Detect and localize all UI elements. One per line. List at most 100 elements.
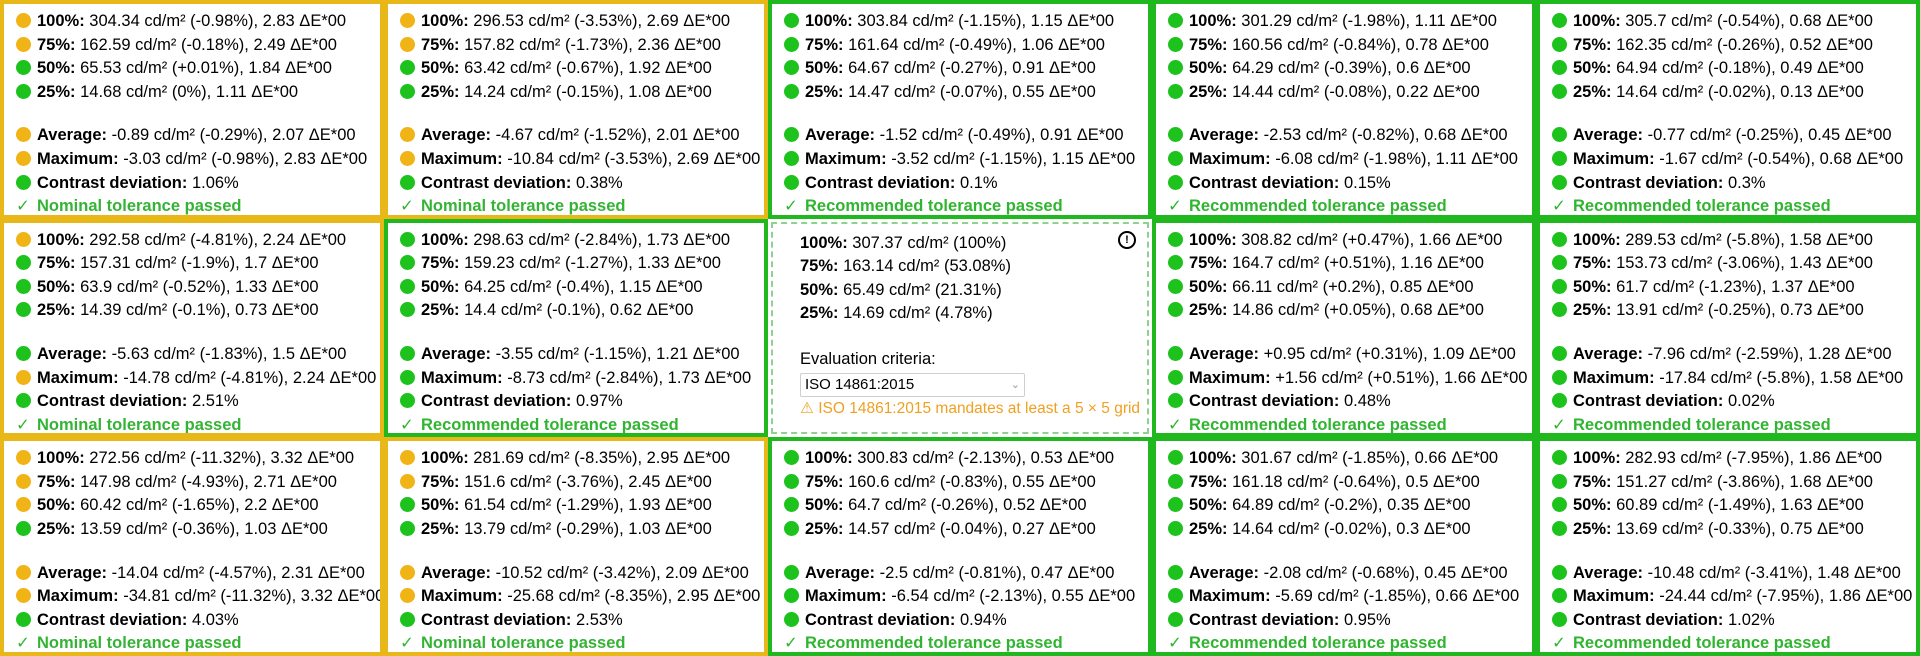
green-status-dot-icon	[1552, 369, 1567, 385]
measurement-label: 25%:	[37, 519, 76, 538]
tolerance-result-text: Nominal tolerance passed	[37, 634, 242, 653]
green-status-dot-icon	[1552, 36, 1567, 52]
measurement-label: 50%:	[805, 496, 844, 515]
measurement-value: -2.08 cd/m² (-0.68%), 0.45 ΔE*00	[1259, 563, 1508, 582]
green-status-dot-icon	[400, 369, 415, 385]
green-status-dot-icon	[1168, 345, 1183, 361]
measurement-row: Average: +0.95 cd/m² (+0.31%), 1.09 ΔE*0…	[1168, 343, 1532, 367]
measurement-row: 50%: 64.89 cd/m² (-0.2%), 0.35 ΔE*00	[1168, 494, 1532, 518]
measurement-value: 61.54 cd/m² (-1.29%), 1.93 ΔE*00	[459, 496, 712, 515]
tolerance-result-text: Recommended tolerance passed	[805, 197, 1063, 216]
green-status-dot-icon	[784, 520, 799, 536]
measurement-value: 308.82 cd/m² (+0.47%), 1.66 ΔE*00	[1236, 230, 1503, 249]
tolerance-result: ✓ Recommended tolerance passed	[1168, 632, 1532, 651]
reference-label: 100%:	[800, 233, 848, 252]
measurement-row: 75%: 164.7 cd/m² (+0.51%), 1.16 ΔE*00	[1168, 252, 1532, 276]
measurement-value: -10.52 cd/m² (-3.42%), 2.09 ΔE*00	[491, 563, 749, 582]
measurement-row: 75%: 161.64 cd/m² (-0.49%), 1.06 ΔE*00	[784, 34, 1148, 58]
check-icon: ✓	[1552, 415, 1566, 434]
measurement-value: 282.93 cd/m² (-7.95%), 1.86 ΔE*00	[1620, 449, 1883, 468]
tolerance-result: ✓ Recommended tolerance passed	[1168, 414, 1532, 433]
measurement-row: 50%: 63.9 cd/m² (-0.52%), 1.33 ΔE*00	[16, 276, 380, 300]
green-status-dot-icon	[16, 302, 31, 318]
yellow-status-dot-icon	[16, 36, 31, 52]
measurement-value: 14.39 cd/m² (-0.1%), 0.73 ΔE*00	[75, 301, 319, 320]
measurement-row: Maximum: -3.52 cd/m² (-1.15%), 1.15 ΔE*0…	[784, 148, 1148, 172]
measurement-label: Maximum:	[37, 149, 119, 168]
measurement-value: -10.84 cd/m² (-3.53%), 2.69 ΔE*00	[502, 149, 761, 168]
measurement-value: 296.53 cd/m² (-3.53%), 2.69 ΔE*00	[468, 12, 731, 30]
info-icon[interactable]: !	[1118, 230, 1136, 249]
measurement-value: 162.59 cd/m² (-0.18%), 2.49 ΔE*00	[75, 35, 337, 54]
measurement-row: 50%: 60.42 cd/m² (-1.65%), 2.2 ΔE*00	[16, 494, 380, 518]
yellow-status-dot-icon	[400, 450, 415, 466]
measurement-row: Maximum: -34.81 cd/m² (-11.32%), 3.32 ΔE…	[16, 585, 380, 609]
measurement-value: -0.77 cd/m² (-0.25%), 0.45 ΔE*00	[1643, 126, 1892, 145]
measurement-row: 50%: 61.7 cd/m² (-1.23%), 1.37 ΔE*00	[1552, 276, 1916, 300]
green-status-dot-icon	[1552, 60, 1567, 76]
measurement-value: 157.82 cd/m² (-1.73%), 2.36 ΔE*00	[459, 35, 721, 54]
measurement-label: Maximum:	[37, 587, 119, 606]
measurement-label: Contrast deviation:	[37, 392, 188, 411]
measurement-value: +1.56 cd/m² (+0.51%), 1.66 ΔE*00	[1270, 368, 1528, 387]
green-status-dot-icon	[1552, 345, 1567, 361]
measurement-row: Maximum: -5.69 cd/m² (-1.85%), 0.66 ΔE*0…	[1168, 585, 1532, 609]
measurement-value: -3.55 cd/m² (-1.15%), 1.21 ΔE*00	[491, 344, 740, 363]
measurement-cell: 100%: 308.82 cd/m² (+0.47%), 1.66 ΔE*00 7…	[1152, 218, 1536, 438]
measurement-label: 75%:	[37, 254, 76, 273]
green-status-dot-icon	[400, 231, 415, 247]
measurement-value: 0.1%	[955, 173, 998, 192]
check-icon: ✓	[400, 197, 414, 216]
measurement-row: 100%: 304.34 cd/m² (-0.98%), 2.83 ΔE*00	[16, 10, 380, 34]
measurement-value: -4.67 cd/m² (-1.52%), 2.01 ΔE*00	[491, 126, 740, 145]
green-status-dot-icon	[1168, 520, 1183, 536]
measurement-label: Contrast deviation:	[1189, 173, 1340, 192]
measurement-label: 75%:	[805, 472, 844, 491]
measurement-value: -5.63 cd/m² (-1.83%), 1.5 ΔE*00	[107, 344, 347, 363]
measurement-cell: 100%: 292.58 cd/m² (-4.81%), 2.24 ΔE*00 7…	[0, 218, 384, 438]
measurement-label: 25%:	[805, 82, 844, 101]
measurement-row: 25%: 14.86 cd/m² (+0.05%), 0.68 ΔE*00	[1168, 299, 1532, 323]
green-status-dot-icon	[784, 611, 799, 627]
evaluation-criteria-select[interactable]: ISO 14861:2015 ⌄	[800, 372, 1025, 397]
measurement-label: 50%:	[1573, 496, 1612, 515]
tolerance-result-text: Recommended tolerance passed	[1573, 634, 1831, 653]
green-status-dot-icon	[784, 127, 799, 143]
yellow-status-dot-icon	[400, 13, 415, 28]
green-status-dot-icon	[16, 174, 31, 190]
tolerance-result: ✓ Nominal tolerance passed	[400, 195, 764, 216]
green-status-dot-icon	[400, 345, 415, 361]
measurement-label: Maximum:	[37, 368, 119, 387]
measurement-value: 160.56 cd/m² (-0.84%), 0.78 ΔE*00	[1227, 35, 1489, 54]
measurement-row: Average: -2.08 cd/m² (-0.68%), 0.45 ΔE*0…	[1168, 562, 1532, 586]
measurement-row: Contrast deviation: 1.02%	[1552, 609, 1916, 633]
green-status-dot-icon	[1168, 278, 1183, 294]
tolerance-result: ✓ Recommended tolerance passed	[400, 414, 764, 434]
measurement-label: 50%:	[421, 59, 460, 78]
measurement-label: Contrast deviation:	[1573, 610, 1724, 629]
measurement-label: Maximum:	[421, 587, 503, 606]
measurement-row: 50%: 61.54 cd/m² (-1.29%), 1.93 ΔE*00	[400, 494, 764, 518]
measurement-cell: 100%: 282.93 cd/m² (-7.95%), 1.86 ΔE*00 7…	[1536, 437, 1920, 656]
measurement-row: 50%: 63.42 cd/m² (-0.67%), 1.92 ΔE*00	[400, 57, 764, 81]
measurement-value: 0.38%	[571, 173, 623, 192]
measurement-value: 14.68 cd/m² (0%), 1.11 ΔE*00	[75, 82, 299, 101]
measurement-value: 64.25 cd/m² (-0.4%), 1.15 ΔE*00	[459, 277, 703, 296]
check-icon: ✓	[400, 415, 414, 434]
measurement-value: 0.48%	[1339, 392, 1391, 411]
measurement-value: -6.54 cd/m² (-2.13%), 0.55 ΔE*00	[886, 587, 1136, 606]
green-status-dot-icon	[1552, 127, 1567, 143]
green-status-dot-icon	[784, 564, 799, 580]
measurement-label: Maximum:	[1189, 587, 1271, 606]
reference-row: 75%: 163.14 cd/m² (53.08%)	[800, 254, 1148, 278]
measurement-row: Contrast deviation: 0.97%	[400, 390, 764, 414]
measurement-cell: 100%: 301.67 cd/m² (-1.85%), 0.66 ΔE*00 7…	[1152, 437, 1536, 656]
measurement-row: 25%: 14.24 cd/m² (-0.15%), 1.08 ΔE*00	[400, 81, 764, 105]
measurement-label: 100%:	[1189, 12, 1237, 30]
green-status-dot-icon	[784, 473, 799, 489]
yellow-status-dot-icon	[400, 473, 415, 489]
green-status-dot-icon	[16, 611, 31, 627]
green-status-dot-icon	[400, 611, 415, 627]
measurement-row: 75%: 153.73 cd/m² (-3.06%), 1.43 ΔE*00	[1552, 252, 1916, 276]
measurement-value: 14.86 cd/m² (+0.05%), 0.68 ΔE*00	[1227, 301, 1484, 320]
